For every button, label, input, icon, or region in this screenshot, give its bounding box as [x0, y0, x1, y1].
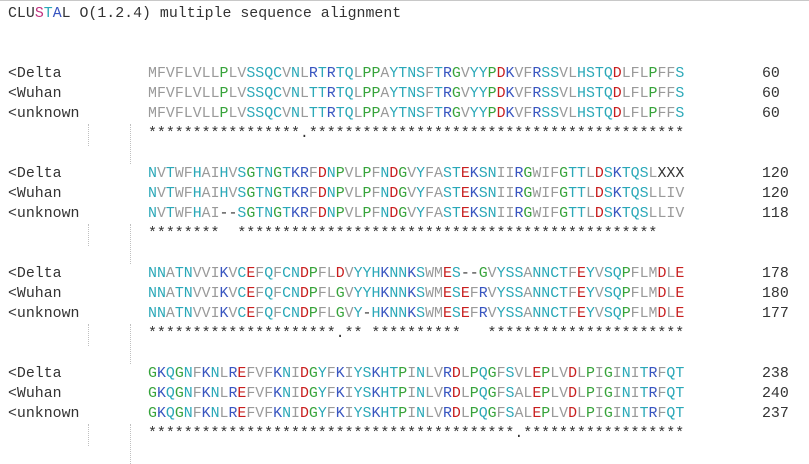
guide-line [130, 324, 131, 364]
residue-count: 237 [762, 406, 789, 422]
guide-line [130, 124, 131, 164]
residue-count: 238 [762, 366, 789, 382]
guide-line [88, 124, 89, 146]
sequence-residues: GKQGNFKNLREFVFKNIDGYFKIYSKHTPINLVRDLPQGF… [148, 386, 685, 402]
sequence-name: <Wuhan [8, 186, 62, 202]
sequence-residues: MFVFLVLLPLVSSQCVNLRTRTQLPPAYTNSFTRGVYYPD… [148, 66, 685, 82]
sequence-residues: NVTWFHAIHVSGTNGTKRFDNPVLPFNDGVYFASTEKSNI… [148, 186, 685, 202]
window-top-border [0, 0, 809, 1]
sequence-row: <unknown NNATNVVIKVCEFQFCNDPFLGVY-HKNNKSW… [0, 304, 809, 324]
sequence-name: <Wuhan [8, 86, 62, 102]
consensus-symbols: ****************************************… [148, 426, 685, 442]
sequence-name: <unknown [8, 206, 80, 222]
guide-line [88, 224, 89, 246]
consensus-symbols: ******** *******************************… [148, 226, 658, 242]
residue-count: 120 [762, 166, 789, 182]
residue-count: 60 [762, 86, 780, 102]
guide-line [130, 224, 131, 264]
sequence-residues: NNATNVVIKVCEFQFCNDPFLDVYYHKNNKSWMES--GVY… [148, 266, 685, 282]
consensus-symbols: *****************.**********************… [148, 126, 685, 142]
sequence-row: <Delta GKQGNFKNLREFVFKNIDGYFKIYSKHTPINLVR… [0, 364, 809, 384]
residue-count: 240 [762, 386, 789, 402]
sequence-name: <unknown [8, 106, 80, 122]
sequence-row: <Wuhan GKQGNFKNLREFVFKNIDGYFKIYSKHTPINLVR… [0, 384, 809, 404]
sequence-residues: NVTWFHAI--SGTNGTKRFDNPVLPFNDGVYFASTEKSNI… [148, 206, 685, 222]
sequence-name: <Delta [8, 366, 62, 382]
consensus-row: ****************************************… [0, 424, 809, 444]
sequence-name: <Delta [8, 266, 62, 282]
consensus-row: ******** *******************************… [0, 224, 809, 244]
consensus-row: *********************.** ********** ****… [0, 324, 809, 344]
header-segment: T [43, 6, 53, 22]
header-segment: S [34, 6, 44, 22]
sequence-name: <Wuhan [8, 286, 62, 302]
sequence-row: <Wuhan NNATNVVIKVCEFQFCNDPFLGVYYHKNNKSWME… [0, 284, 809, 304]
sequence-residues: NNATNVVIKVCEFQFCNDPFLGVYYHKNNKSWMESEFRVY… [148, 286, 685, 302]
sequence-name: <unknown [8, 406, 80, 422]
sequence-residues: NNATNVVIKVCEFQFCNDPFLGVY-HKNNKSWMESEFRVY… [148, 306, 685, 322]
sequence-row: <unknown MFVFLVLLPLVSSQCVNLTTRTQLPPAYTNSF… [0, 104, 809, 124]
sequence-residues: NVTWFHAIHVSGTNGTKRFDNPVLPFNDGVYFASTEKSNI… [148, 166, 685, 182]
guide-line [88, 324, 89, 346]
sequence-row: <Delta NNATNVVIKVCEFQFCNDPFLDVYYHKNNKSWME… [0, 264, 809, 284]
sequence-residues: MFVFLVLLPLVSSQCVNLTTRTQLPPAYTNSFTRGVYYPD… [148, 106, 685, 122]
residue-count: 120 [762, 186, 789, 202]
sequence-row: <Wuhan MFVFLVLLPLVSSQCVNLTTRTQLPPAYTNSFTR… [0, 84, 809, 104]
sequence-row: <unknown NVTWFHAI--SGTNGTKRFDNPVLPFNDGVYF… [0, 204, 809, 224]
sequence-name: <Delta [8, 66, 62, 82]
residue-count: 177 [762, 306, 789, 322]
sequence-row: <Delta NVTWFHAIHVSGTNGTKRFDNPVLPFNDGVYFAS… [0, 164, 809, 184]
guide-line [130, 424, 131, 464]
sequence-row: <Delta MFVFLVLLPLVSSQCVNLRTRTQLPPAYTNSFTR… [0, 64, 809, 84]
header-segment: L O(1.2.4) multiple sequence alignment [61, 6, 402, 22]
sequence-residues: GKQGNFKNLREFVFKNIDGYFKIYSKHTPINLVRDLPQGF… [148, 366, 685, 382]
residue-count: 60 [762, 66, 780, 82]
sequence-name: <unknown [8, 306, 80, 322]
residue-count: 60 [762, 106, 780, 122]
residue-count: 118 [762, 206, 789, 222]
guide-line [88, 424, 89, 446]
residue-count: 178 [762, 266, 789, 282]
sequence-residues: MFVFLVLLPLVSSQCVNLTTRTQLPPAYTNSFTRGVYYPD… [148, 86, 685, 102]
residue-count: 180 [762, 286, 789, 302]
header-segment: A [52, 6, 62, 22]
sequence-residues: GKQGNFKNLREFVFKNIDGYFKIYSKHTPINLVRDLPQGF… [148, 406, 685, 422]
sequence-row: <Wuhan NVTWFHAIHVSGTNGTKRFDNPVLPFNDGVYFAS… [0, 184, 809, 204]
header-segment: CLU [8, 6, 35, 22]
sequence-name: <Delta [8, 166, 62, 182]
consensus-row: *****************.**********************… [0, 124, 809, 144]
consensus-symbols: *********************.** ********** ****… [148, 326, 685, 342]
alignment-header: CLUSTAL O(1.2.4) multiple sequence align… [8, 4, 401, 24]
sequence-name: <Wuhan [8, 386, 62, 402]
sequence-row: <unknown GKQGNFKNLREFVFKNIDGYFKIYSKHTPINL… [0, 404, 809, 424]
